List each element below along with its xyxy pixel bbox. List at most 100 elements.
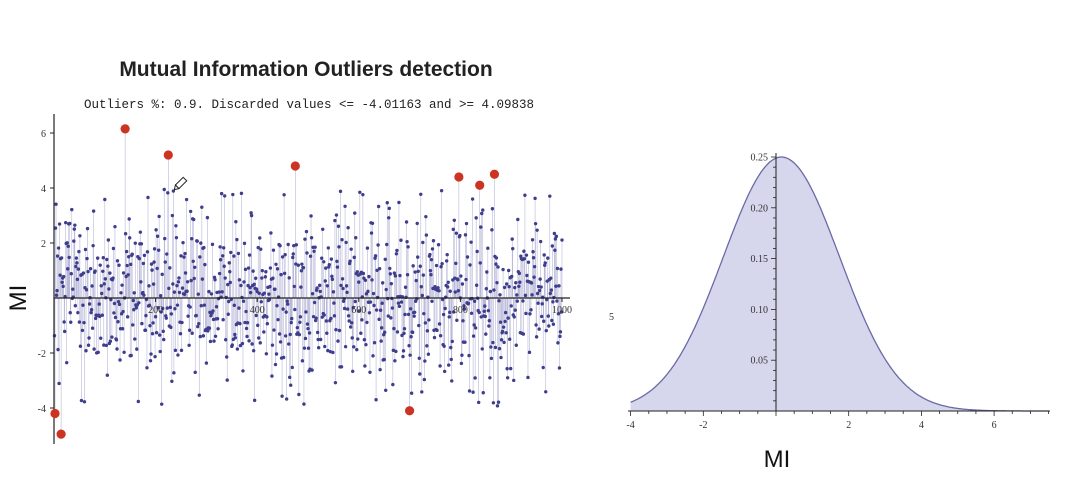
data-point xyxy=(147,284,151,288)
data-point xyxy=(110,335,114,339)
y-tick-label: 6 xyxy=(41,129,46,140)
stray-glyph: 5 xyxy=(609,312,614,323)
data-point xyxy=(76,310,80,315)
data-point xyxy=(399,300,404,304)
data-point xyxy=(535,228,539,232)
data-point xyxy=(431,239,436,243)
data-point xyxy=(330,277,335,282)
data-point xyxy=(231,192,235,197)
data-point xyxy=(162,187,166,192)
data-point xyxy=(318,289,322,294)
data-point xyxy=(275,267,280,271)
data-point xyxy=(507,284,511,289)
data-point xyxy=(556,312,561,316)
data-point xyxy=(82,320,86,325)
data-point xyxy=(224,338,228,342)
data-point xyxy=(354,236,358,240)
data-point xyxy=(299,285,303,289)
data-point xyxy=(111,276,115,280)
data-point xyxy=(267,297,272,302)
data-point xyxy=(421,273,426,277)
data-point xyxy=(157,333,162,337)
data-point xyxy=(241,299,246,303)
data-point xyxy=(532,264,537,269)
data-point xyxy=(450,339,454,344)
data-point xyxy=(524,311,528,316)
data-point xyxy=(188,209,193,214)
data-point xyxy=(344,240,348,245)
data-point xyxy=(284,397,289,401)
data-point xyxy=(221,318,225,322)
data-point xyxy=(488,289,493,294)
data-point xyxy=(465,255,470,259)
data-point xyxy=(62,320,66,324)
data-point xyxy=(521,332,526,336)
y-tick-label: 0.05 xyxy=(751,356,769,367)
data-point xyxy=(232,254,236,258)
data-point xyxy=(133,337,137,341)
data-point xyxy=(217,271,222,276)
data-point xyxy=(339,283,343,288)
data-point xyxy=(388,272,392,276)
data-point xyxy=(439,264,443,269)
data-point xyxy=(207,289,211,294)
data-point xyxy=(177,290,182,295)
data-point xyxy=(535,291,540,296)
data-point xyxy=(403,285,408,289)
data-point xyxy=(56,347,60,352)
data-point xyxy=(370,278,374,282)
data-point xyxy=(156,305,160,310)
data-point xyxy=(323,279,327,283)
data-point xyxy=(89,308,94,312)
data-point xyxy=(155,266,159,271)
data-point xyxy=(177,276,181,280)
data-point xyxy=(305,322,310,326)
data-point xyxy=(364,342,368,347)
outlier-points xyxy=(50,124,500,439)
data-point xyxy=(393,274,398,278)
data-point xyxy=(194,313,198,318)
data-point xyxy=(550,318,554,323)
data-point xyxy=(325,331,329,335)
data-point xyxy=(143,328,148,332)
data-point xyxy=(441,312,446,317)
data-point xyxy=(304,310,308,314)
data-point xyxy=(93,316,98,321)
data-point xyxy=(285,302,290,306)
data-point xyxy=(171,282,175,286)
data-point xyxy=(467,389,472,393)
data-point xyxy=(135,347,139,351)
data-point xyxy=(120,327,125,331)
data-point xyxy=(74,256,79,260)
data-point xyxy=(149,262,154,266)
data-point xyxy=(544,328,548,333)
outlier-point xyxy=(489,169,500,179)
data-point xyxy=(489,345,493,349)
y-tick-label: 2 xyxy=(41,239,46,250)
data-point xyxy=(316,346,321,350)
data-point xyxy=(412,314,416,318)
data-point xyxy=(133,241,137,245)
y-ticks: -4 -2 2 4 6 xyxy=(38,129,54,415)
data-point xyxy=(144,297,149,302)
data-point xyxy=(432,335,437,340)
data-point xyxy=(361,271,366,276)
data-point xyxy=(479,225,483,229)
data-point xyxy=(472,299,477,303)
data-point xyxy=(551,322,556,326)
data-point xyxy=(471,390,475,394)
data-point xyxy=(434,263,439,268)
data-point xyxy=(297,392,301,397)
data-point xyxy=(397,200,401,205)
data-point xyxy=(475,249,479,254)
data-point xyxy=(557,366,562,370)
data-point xyxy=(157,214,161,219)
data-point xyxy=(169,325,173,330)
data-point xyxy=(490,207,495,211)
data-point xyxy=(557,284,561,288)
data-point xyxy=(481,391,485,395)
data-point xyxy=(324,319,328,323)
data-point xyxy=(367,311,372,315)
data-point xyxy=(548,291,553,296)
data-point xyxy=(402,331,406,336)
